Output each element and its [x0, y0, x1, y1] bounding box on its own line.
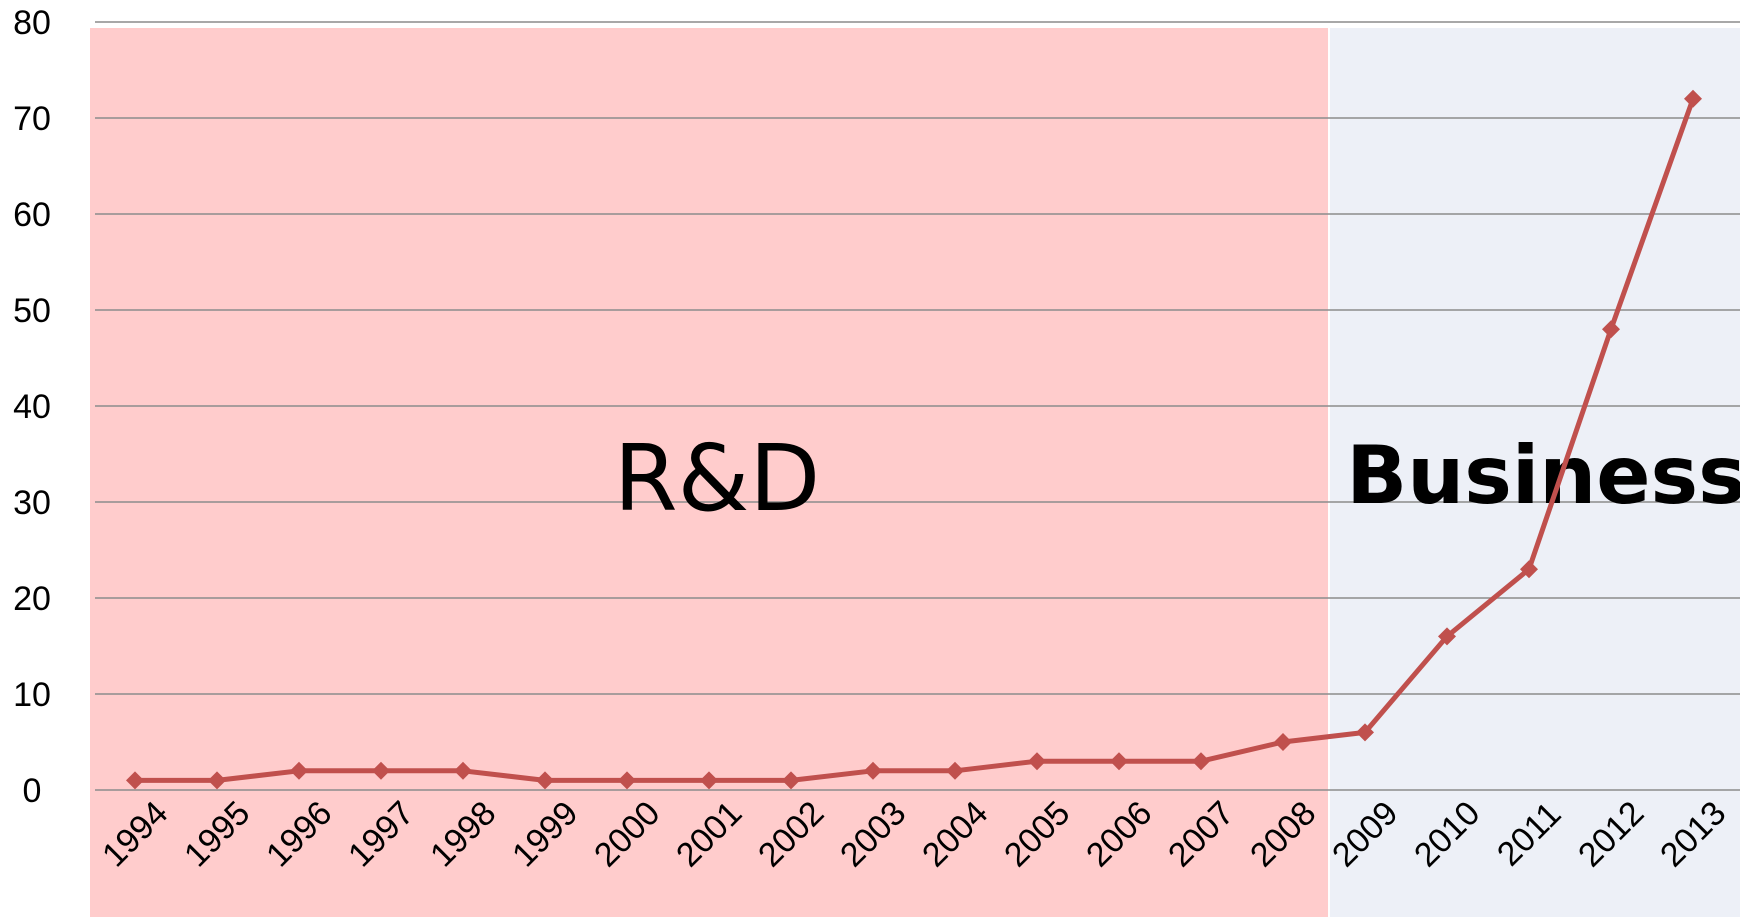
data-point-2006	[1110, 752, 1128, 771]
series-layer	[126, 89, 1702, 790]
data-point-2007	[1192, 752, 1210, 771]
data-point-1996	[290, 761, 308, 780]
data-point-2008	[1274, 733, 1292, 751]
y-tick-label: 40	[13, 388, 51, 426]
data-point-2009	[1356, 723, 1374, 742]
data-point-2005	[1028, 752, 1046, 771]
data-point-2010	[1438, 627, 1456, 646]
region-labels: R&D Business	[614, 425, 1740, 532]
region-business	[1330, 28, 1740, 917]
grid-layer	[95, 21, 1740, 791]
y-tick-label: 80	[13, 4, 51, 42]
data-point-2012	[1602, 320, 1620, 339]
y-tick-label: 10	[13, 676, 51, 714]
data-point-2013	[1684, 89, 1702, 108]
y-axis-ticks: 0 10 20 30 40 50 60 70 80	[13, 4, 51, 810]
data-point-2011	[1520, 560, 1538, 579]
y-tick-label: 50	[13, 292, 51, 330]
y-tick-label: 20	[13, 580, 51, 618]
data-point-2003	[864, 761, 882, 780]
data-point-2002	[782, 771, 800, 790]
data-point-1995	[208, 771, 226, 790]
y-tick-label: 30	[13, 484, 51, 522]
data-point-1994	[126, 771, 144, 790]
data-point-1999	[536, 771, 554, 790]
region-label-rd: R&D	[614, 425, 821, 532]
y-tick-label: 70	[13, 100, 51, 138]
data-point-1997	[372, 761, 390, 780]
y-tick-label: 0	[23, 772, 42, 810]
y-tick-label: 60	[13, 196, 51, 234]
data-point-2004	[946, 761, 964, 780]
data-point-2001	[700, 771, 718, 790]
region-label-business: Business	[1346, 429, 1740, 522]
series-line	[135, 97, 1696, 783]
data-point-1998	[454, 761, 472, 780]
data-point-2000	[618, 771, 636, 790]
